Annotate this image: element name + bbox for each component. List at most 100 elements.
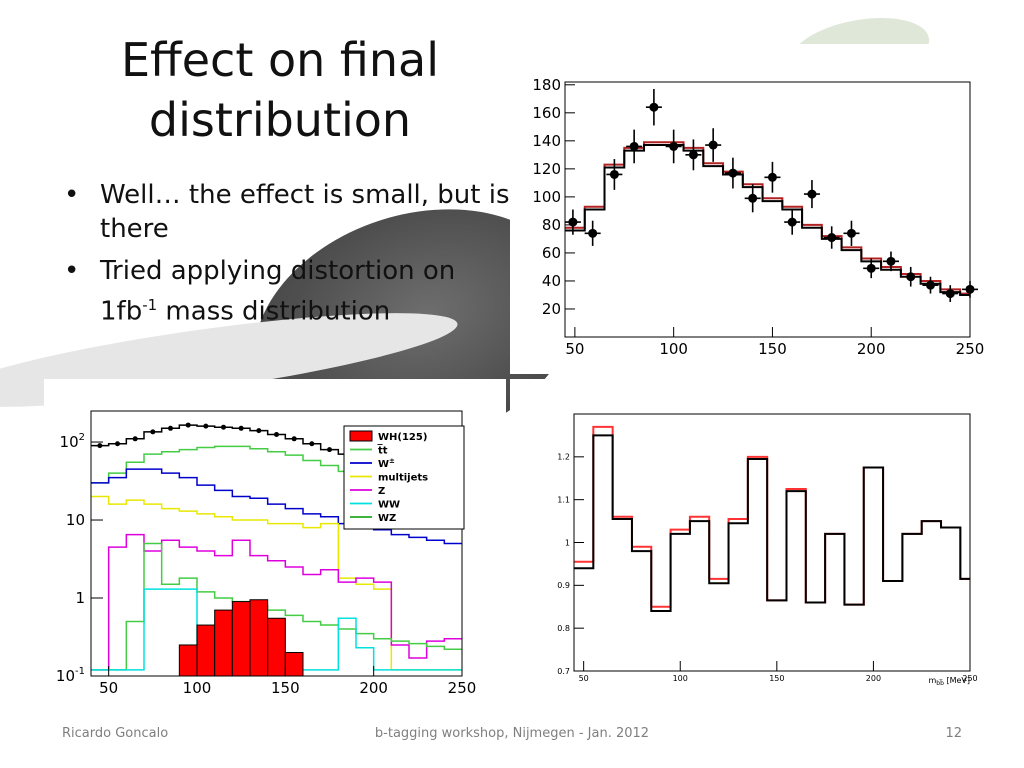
x-tick-label: 100: [673, 674, 688, 683]
data-point: [185, 422, 191, 428]
signal-bar: [178, 644, 198, 677]
plot-frame: [90, 410, 463, 677]
data-point: [827, 233, 837, 243]
y-tick-label: 60: [542, 244, 561, 262]
bullet-text: Well… the effect is small, but is there: [100, 180, 510, 244]
y-tick-label: 1: [565, 538, 570, 547]
series-step-line: [91, 495, 462, 671]
legend-label: multijets: [378, 473, 428, 484]
data-point: [274, 431, 279, 437]
y-tick-label: 40: [542, 272, 561, 290]
data-point: [327, 447, 332, 453]
data-point: [568, 217, 578, 227]
data-point: [708, 140, 718, 150]
data-point: [728, 168, 738, 178]
signal-bar: [214, 609, 233, 677]
y-tick-label: 1.2: [557, 453, 570, 462]
data-point: [886, 256, 896, 266]
y-tick-label: 1.1: [557, 495, 570, 504]
legend-box: [343, 425, 465, 530]
data-point: [925, 280, 935, 290]
data-point: [649, 102, 659, 112]
data-point: [238, 425, 244, 431]
footer-event: b-tagging workshop, Nijmegen - Jan. 2012: [374, 726, 650, 741]
y-tick-label: 180: [532, 76, 561, 94]
series-step-line: [91, 468, 462, 545]
series-step-line: [565, 141, 970, 295]
y-tick-label: 0.7: [557, 667, 570, 676]
data-point: [203, 423, 209, 429]
legend-label: t̅t: [377, 444, 387, 457]
mass-distribution-chart: 50 100 150 200 250 20 40 60 80 100 120 140 160 180: [532, 76, 985, 358]
data-point: [807, 189, 817, 199]
x-tick-label: 250: [448, 679, 477, 697]
series-step-line: [565, 144, 970, 296]
data-point: [787, 217, 797, 227]
bullet-item: Tried applying distortion on 1fb-1 mass …: [60, 254, 510, 329]
y-tick-label: 10-1: [56, 666, 85, 685]
y-tick-label: 10: [66, 511, 85, 529]
data-point: [688, 150, 698, 160]
y-tick-label: 120: [532, 160, 561, 178]
x-axis-label: mbb̅ [MeV]: [928, 676, 970, 687]
data-point: [97, 443, 103, 449]
footer-author: Ricardo Goncalo: [62, 726, 169, 741]
signal-bar: [249, 599, 269, 677]
y-tick-label: 0.9: [557, 581, 570, 590]
y-tick-label: 80: [542, 216, 561, 234]
y-tick-label: 160: [532, 104, 561, 122]
legend-label: Z: [378, 486, 385, 497]
slide-title: Effect on final distribution: [120, 33, 440, 147]
signal-bar: [196, 624, 216, 677]
series-step-line: [91, 542, 462, 671]
legend-label: W±: [378, 457, 395, 470]
bullet-text: mass distribution: [157, 296, 391, 327]
data-point: [629, 141, 639, 151]
plot-frame: [564, 81, 971, 338]
data-point: [256, 428, 262, 434]
data-point: [866, 263, 876, 273]
x-tick-label: 150: [769, 674, 784, 683]
data-point: [669, 141, 679, 151]
plot-frame: [573, 413, 971, 672]
x-tick-label: 150: [271, 679, 300, 697]
signal-bar: [231, 601, 251, 677]
background-composition-panel: 50 100 150 200 250 102 10 1 10-1 WH(125) t̅t W± mult…: [44, 379, 506, 709]
ratio-panel: 50 100 150 200 250 0.7 0.8 0.9 1 1.1 1.2 mbb̅ [MeV]: [510, 379, 1024, 709]
legend-label: WH(125): [378, 432, 427, 443]
y-tick-label: 140: [532, 132, 561, 150]
data-point: [291, 436, 297, 442]
x-tick-label: 150: [758, 340, 787, 358]
signal-bar: [284, 652, 304, 677]
legend-label: WZ: [378, 513, 396, 524]
series-step-line: [574, 434, 970, 613]
data-point: [221, 424, 226, 430]
data-point: [309, 441, 315, 447]
x-tick-label: 200: [857, 340, 886, 358]
bullet-text: Tried applying distortion on 1fb: [100, 256, 456, 327]
x-tick-label: 200: [866, 674, 881, 683]
y-tick-label: 1: [75, 589, 85, 607]
mass-distribution-panel: 50 100 150 200 250 20 40 60 80 100 120 140 160 180: [510, 44, 1024, 374]
series-step-line: [91, 533, 462, 671]
data-point: [609, 169, 619, 179]
data-point: [846, 228, 856, 238]
legend-label: WW: [378, 500, 400, 511]
bullet-superscript: -1: [142, 296, 158, 314]
data-point: [767, 172, 777, 182]
x-tick-label: 200: [359, 679, 388, 697]
series-step-line: [574, 425, 970, 608]
x-tick-label: 250: [956, 340, 985, 358]
y-tick-label: 0.8: [557, 624, 570, 633]
footer-page-number: 12: [945, 726, 962, 741]
data-point: [588, 228, 598, 238]
data-point: [748, 193, 758, 203]
bullet-list: Well… the effect is small, but is there …: [60, 178, 510, 337]
x-tick-label: 50: [565, 340, 584, 358]
data-point: [168, 425, 173, 431]
bullet-item: Well… the effect is small, but is there: [60, 178, 510, 246]
x-tick-label: 250: [962, 674, 977, 683]
background-composition-chart: 50 100 150 200 250 102 10 1 10-1 WH(125)t̅tW± mult…: [56, 410, 477, 697]
y-tick-label: 100: [532, 188, 561, 206]
data-point: [906, 272, 916, 282]
